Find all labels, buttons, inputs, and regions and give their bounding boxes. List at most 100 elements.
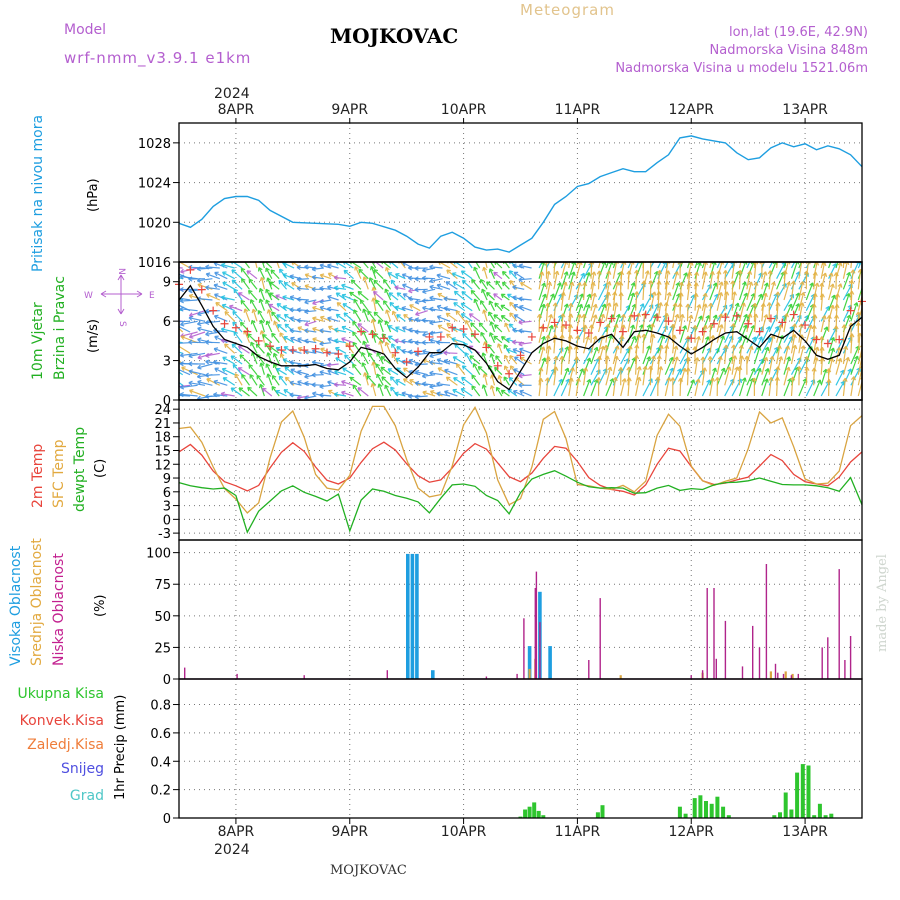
wind-arrow: [500, 293, 510, 301]
wind-arrow: [798, 262, 805, 279]
credit-text: made by Angel: [875, 554, 890, 652]
wind-arrow: [664, 270, 671, 290]
low-cloud-bar: [782, 673, 785, 679]
wind-arrow: [319, 298, 332, 304]
wind-arrow: [196, 266, 213, 272]
low-cloud-bar: [724, 620, 727, 679]
wind-arrow: [188, 352, 206, 359]
wind-arrow: [304, 395, 317, 400]
wind-arrow: [188, 339, 206, 345]
gust-marker: [357, 327, 366, 336]
wind-arrow: [241, 374, 250, 386]
gust-marker: [539, 323, 548, 332]
wind-arrow: [215, 302, 228, 312]
wind-arrow: [414, 329, 428, 335]
high-cloud-bar: [431, 670, 435, 679]
wind-arrow: [232, 321, 243, 333]
wind-arrow: [377, 319, 384, 333]
wind-arrow: [813, 262, 820, 279]
lonlat-text: lon,lat (19.6E, 42.9N): [729, 25, 868, 40]
gust-marker: [322, 348, 331, 357]
year-bottom: 2024: [214, 842, 250, 858]
wind-arrow: [716, 262, 721, 269]
wind-arrow: [388, 292, 399, 301]
precip-bar: [772, 815, 777, 818]
wind-arrow: [489, 332, 496, 343]
wind-arrow: [445, 281, 458, 290]
precip-bar: [523, 809, 528, 818]
wind-arrow: [664, 344, 670, 365]
wind-arrow: [480, 331, 488, 344]
wind-arrow: [188, 380, 206, 386]
wind-arrow: [437, 324, 451, 333]
wind-arrow: [376, 352, 384, 365]
wind-arrow: [627, 335, 637, 354]
wind-arrow: [377, 383, 384, 397]
wind-arrow: [828, 347, 836, 365]
wind-arrow: [401, 391, 414, 397]
wind-arrow: [716, 324, 724, 343]
wind-arrow: [553, 355, 559, 375]
wind-arrow: [783, 356, 792, 375]
wind-arrow: [512, 348, 525, 354]
wind-arrow: [627, 282, 636, 301]
wind-arrow: [812, 271, 818, 290]
wind-arrow: [237, 292, 250, 301]
wind-arrow: [603, 344, 609, 365]
wind-arrow: [612, 291, 618, 311]
panel-3: 0 25 50 75 100: [146, 540, 862, 688]
wind-arrow: [493, 271, 503, 280]
wind-arrow: [394, 285, 406, 291]
wind-arrow: [597, 313, 606, 333]
wind-arrow: [362, 308, 369, 322]
wind-arrow: [326, 284, 339, 290]
wind-arrow: [222, 356, 235, 365]
y-tick-label: 24: [154, 403, 171, 418]
wind-arrow: [481, 288, 488, 301]
wind-arrow: [649, 262, 655, 269]
wind-arrow: [296, 318, 309, 324]
gust-marker: [698, 327, 707, 336]
mid-cloud-bar: [769, 671, 772, 679]
wind-arrow: [473, 298, 481, 311]
sfc-temp-legend: SFC Temp: [51, 439, 67, 508]
wind-arrow: [341, 337, 354, 344]
wind-arrow: [805, 324, 813, 343]
compass-arrows: [100, 274, 143, 315]
wind-arrow: [319, 273, 332, 280]
wind-arrow: [342, 303, 354, 312]
wind-arrow: [633, 355, 640, 375]
wind-arrow: [568, 367, 575, 386]
gust-marker: [778, 318, 787, 327]
precip-bar: [783, 792, 788, 818]
wind-arrow: [560, 262, 568, 279]
wind-arrow: [179, 320, 191, 323]
wind-arrow: [790, 376, 796, 397]
wind-arrow: [401, 348, 414, 354]
mid-cloud-legend: Srednja Oblacnost: [29, 538, 45, 666]
wind-arrow: [783, 345, 791, 365]
wind-arrow: [197, 352, 213, 360]
wind-arrow: [482, 309, 488, 322]
wind-arrow: [855, 322, 861, 343]
wind-arrow: [256, 374, 265, 386]
wind-arrow: [828, 283, 835, 301]
wind-arrow: [232, 310, 243, 322]
y-tick-label: 6: [163, 315, 171, 330]
wind-arrow: [677, 262, 683, 279]
wind-arrow: [649, 355, 657, 375]
wind-arrow: [384, 288, 392, 301]
wind-arrow: [656, 269, 663, 290]
wind-arrow: [819, 346, 825, 365]
wind-arrow: [768, 262, 774, 269]
wind-arrow: [327, 389, 339, 397]
wind-arrow: [575, 368, 585, 386]
dewpoint-line: [178, 470, 863, 534]
wind-arrow: [494, 302, 503, 312]
wind-arrow: [513, 368, 525, 376]
wind-arrow: [850, 355, 859, 375]
wind-arrow: [421, 298, 436, 304]
wind-arrow: [752, 302, 758, 322]
wind-arrow: [233, 288, 243, 301]
wind-arrow: [395, 326, 406, 333]
